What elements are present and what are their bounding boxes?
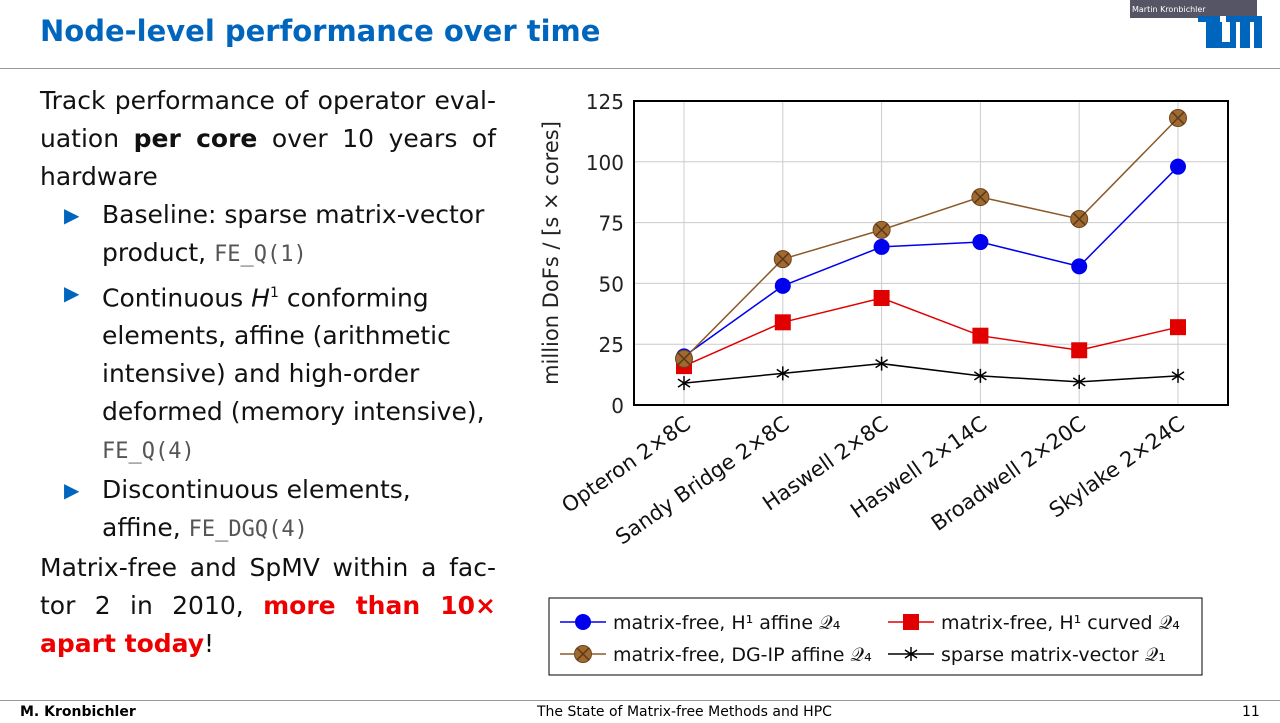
y-tick-label: 0 bbox=[611, 394, 624, 418]
data-point bbox=[875, 356, 889, 371]
legend-label: sparse matrix-vector 𝒬₁ bbox=[941, 644, 1166, 666]
series-line bbox=[683, 166, 1179, 357]
bullet-continuous: ▶ Continuous H1 conforming elements, affi… bbox=[40, 274, 496, 471]
data-point bbox=[1071, 258, 1088, 275]
data-point bbox=[873, 289, 890, 306]
y-axis-label: million DoFs / [s × cores] bbox=[539, 121, 563, 385]
data-point-cross bbox=[875, 223, 889, 237]
data-point bbox=[677, 376, 691, 391]
legend-marker-cross bbox=[576, 647, 590, 661]
data-point bbox=[774, 314, 791, 331]
intro-paragraph: Track performance of operator eval- uati… bbox=[40, 86, 497, 191]
legend-marker bbox=[904, 647, 918, 661]
webcam-name: Martin Kronbichler bbox=[1130, 0, 1257, 18]
legend-label: matrix-free, H¹ affine 𝒬₄ bbox=[613, 612, 841, 634]
data-point-cross bbox=[973, 190, 987, 204]
data-point bbox=[774, 277, 791, 294]
legend-marker bbox=[575, 614, 591, 630]
data-point bbox=[1170, 158, 1186, 175]
slide-body: Track performance of operator eval- uati… bbox=[40, 82, 496, 663]
y-tick-label: 75 bbox=[599, 212, 624, 236]
bullet-arrow-icon: ▶ bbox=[64, 281, 80, 305]
slide-title: Node-level performance over time bbox=[40, 14, 601, 48]
series-line bbox=[683, 297, 1179, 367]
title-rule bbox=[0, 68, 1280, 69]
data-point bbox=[1071, 342, 1088, 359]
data-point bbox=[1072, 374, 1086, 389]
bullet-baseline: ▶ Baseline: sparse matrix-vector product,… bbox=[40, 196, 496, 274]
data-point-cross bbox=[677, 352, 691, 366]
y-tick-label: 25 bbox=[599, 333, 624, 357]
y-tick-label: 50 bbox=[599, 272, 624, 296]
y-tick-label: 125 bbox=[586, 90, 624, 114]
legend-box bbox=[548, 597, 1203, 676]
data-point bbox=[972, 327, 989, 344]
bullet-arrow-icon: ▶ bbox=[64, 478, 80, 503]
data-point-cross bbox=[776, 252, 790, 266]
data-point bbox=[972, 234, 989, 251]
bullet-discontinuous: ▶ Discontinuous elements, affine, FE_DGQ(… bbox=[40, 471, 496, 549]
data-point bbox=[1171, 368, 1185, 383]
tum-logo bbox=[1198, 16, 1262, 48]
bullet-arrow-icon: ▶ bbox=[64, 203, 80, 227]
legend-marker bbox=[903, 614, 919, 630]
data-point-cross bbox=[1171, 111, 1185, 125]
footer: M. Kronbichler The State of Matrix-free … bbox=[0, 700, 1280, 721]
x-tick-label: Sandy Bridge 2×8C bbox=[611, 411, 794, 549]
data-point bbox=[873, 238, 890, 255]
legend-label: matrix-free, DG-IP affine 𝒬₄ bbox=[613, 644, 872, 666]
data-point bbox=[973, 368, 987, 383]
y-tick-label: 100 bbox=[586, 151, 624, 175]
data-point-cross bbox=[1072, 212, 1086, 226]
data-point bbox=[776, 366, 790, 381]
plot-frame bbox=[633, 100, 1229, 406]
footer-author: M. Kronbichler bbox=[20, 704, 136, 720]
series-line bbox=[683, 117, 1179, 360]
conclusion-paragraph: Matrix-free and SpMV within a fac- tor 2… bbox=[40, 553, 496, 659]
footer-talk-title: The State of Matrix-free Methods and HPC bbox=[537, 704, 832, 720]
legend-label: matrix-free, H¹ curved 𝒬₄ bbox=[941, 612, 1180, 634]
series-line bbox=[683, 362, 1179, 384]
page-number: 11 bbox=[1242, 704, 1260, 720]
data-point bbox=[1170, 319, 1186, 336]
